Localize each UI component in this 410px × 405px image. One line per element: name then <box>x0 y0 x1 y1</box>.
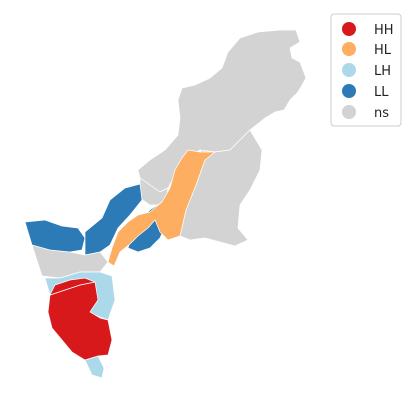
legend-item-hl: HL <box>342 42 392 58</box>
region-hh-upper <box>49 277 96 296</box>
legend-item-lh: LH <box>342 63 391 79</box>
legend-item-ll: LL <box>342 84 389 100</box>
hl-regions <box>107 149 216 267</box>
region-hl-corridor <box>107 149 216 267</box>
legend-item-hh: HH <box>342 22 394 38</box>
legend-label-hl: HL <box>374 43 392 58</box>
legend-marker-hl <box>342 42 356 56</box>
region-ll-west-coast <box>24 219 86 253</box>
legend: HH HL LH LL ns <box>330 13 402 127</box>
legend-frame <box>330 13 402 127</box>
legend-label-lh: LH <box>374 64 391 79</box>
legend-marker-lh <box>342 63 356 77</box>
legend-marker-ns <box>342 105 356 119</box>
legend-label-ns: ns <box>374 106 389 121</box>
hh-regions <box>47 277 113 361</box>
region-ll-central <box>84 183 143 256</box>
ns-regions <box>31 29 307 279</box>
legend-marker-hh <box>342 22 356 36</box>
legend-label-ll: LL <box>374 85 389 100</box>
legend-label-hh: HH <box>374 23 394 38</box>
legend-item-ns: ns <box>342 105 389 121</box>
legend-marker-ll <box>342 84 356 98</box>
